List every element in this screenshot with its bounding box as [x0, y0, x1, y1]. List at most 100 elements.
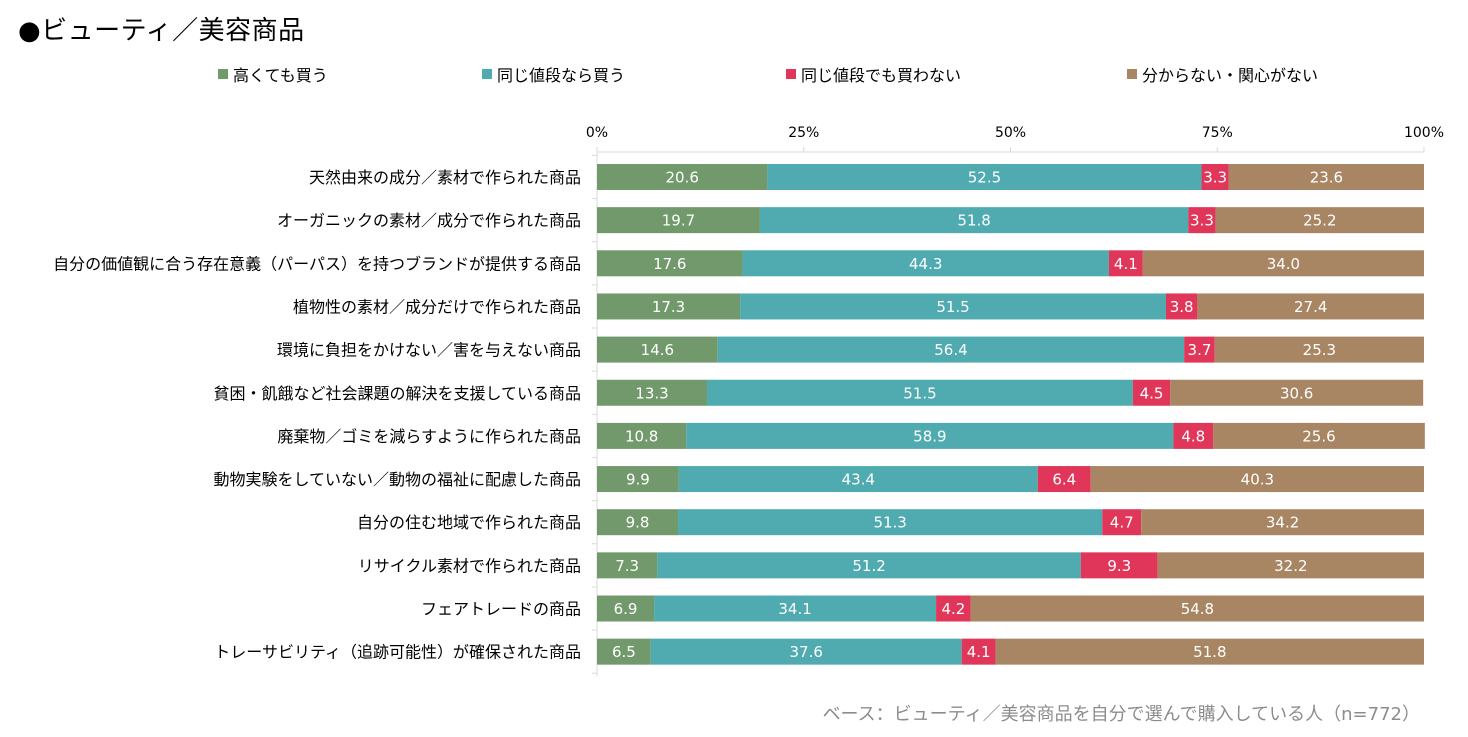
bar-segment: [657, 552, 1081, 579]
bar-segment: [1197, 293, 1424, 320]
data-label: 13.3: [635, 384, 668, 402]
bar-segment: [1165, 293, 1198, 320]
bar-segment: [597, 250, 743, 277]
bar-segment: [970, 595, 1424, 622]
bar-segment: [678, 509, 1103, 536]
bar-segment: [1228, 164, 1424, 190]
data-label: 25.2: [1303, 212, 1336, 230]
bar-segment: [1141, 509, 1424, 536]
data-label: 4.5: [1140, 384, 1164, 402]
legend-swatch: [786, 69, 796, 79]
data-label: 34.1: [778, 600, 811, 618]
data-label: 10.8: [625, 427, 658, 445]
data-label: 54.8: [1181, 600, 1214, 618]
bar-segment: [597, 552, 658, 579]
data-label: 4.7: [1110, 514, 1134, 532]
x-tick-label: 75%: [1202, 125, 1233, 141]
bar-segment: [597, 379, 707, 406]
bar-segment: [1037, 466, 1091, 493]
data-label: 3.3: [1190, 212, 1214, 230]
legend-item: 高くても買う: [218, 62, 328, 86]
bar-segment: [597, 638, 651, 665]
bar-segment: [597, 164, 768, 190]
chart-legend: 高くても買う 同じ値段なら買う 同じ値段でも買わない 分からない・関心がない: [0, 62, 1468, 86]
bar-segment: [597, 466, 679, 493]
data-label: 51.2: [852, 557, 885, 575]
data-label: 34.0: [1267, 255, 1300, 273]
data-label: 14.6: [641, 341, 674, 359]
bar-segment: [1157, 552, 1424, 579]
data-label: 4.8: [1181, 427, 1205, 445]
legend-item: 分からない・関心がない: [1127, 62, 1318, 86]
data-label: 9.8: [626, 514, 650, 532]
bar-segment: [1184, 336, 1215, 363]
bar-segment: [686, 422, 1174, 449]
x-tick-label: 100%: [1404, 125, 1444, 141]
bar-segment: [654, 595, 937, 622]
bar-segment: [1214, 336, 1424, 363]
bar-segment: [1215, 207, 1424, 234]
data-label: 43.4: [842, 471, 875, 489]
x-tick-label: 50%: [995, 125, 1026, 141]
data-label: 30.6: [1280, 384, 1313, 402]
bar-segment: [1170, 379, 1424, 406]
data-label: 37.6: [790, 643, 823, 661]
bar-segment: [995, 638, 1424, 665]
x-tick-label: 0%: [586, 125, 608, 141]
bar-segment: [597, 595, 655, 622]
bar-segment: [936, 595, 971, 622]
bar-segment: [767, 164, 1202, 190]
data-label: 9.9: [626, 471, 650, 489]
category-label: リサイクル素材で作られた商品: [358, 556, 581, 575]
data-label: 40.3: [1241, 471, 1274, 489]
bar-segment: [1213, 422, 1425, 449]
bar-segment: [650, 638, 962, 665]
bar-segment: [742, 250, 1109, 277]
data-label: 25.3: [1303, 341, 1336, 359]
category-label: オーガニックの素材／成分で作られた商品: [277, 211, 581, 230]
legend-item: 同じ値段なら買う: [482, 62, 625, 86]
data-label: 3.3: [1203, 169, 1227, 187]
data-label: 6.9: [614, 600, 638, 618]
legend-label: 分からない・関心がない: [1142, 66, 1319, 85]
bar-segment: [678, 466, 1038, 493]
bar-segment: [597, 293, 741, 320]
data-label: 51.8: [1193, 643, 1226, 661]
data-label: 51.8: [957, 212, 990, 230]
bar-segment: [597, 509, 679, 536]
bar-segment: [1188, 207, 1216, 234]
bar-segment: [706, 379, 1133, 406]
category-label: 動物実験をしていない／動物の福祉に配慮した商品: [213, 470, 581, 489]
bar-segment: [1108, 250, 1143, 277]
data-label: 52.5: [968, 169, 1001, 187]
data-label: 17.6: [653, 255, 686, 273]
bar-segment: [740, 293, 1166, 320]
data-label: 20.6: [665, 169, 698, 187]
category-label: 環境に負担をかけない／害を与えない商品: [277, 341, 581, 360]
bar-segment: [1142, 250, 1424, 277]
data-label: 44.3: [909, 255, 942, 273]
bar-segment: [597, 422, 687, 449]
data-label: 58.9: [913, 427, 946, 445]
bar-segment: [597, 207, 760, 234]
legend-label: 同じ値段でも買わない: [801, 66, 962, 85]
category-label: 廃棄物／ゴミを減らすように作られた商品: [277, 427, 581, 446]
category-label: 植物性の素材／成分だけで作られた商品: [293, 297, 581, 316]
category-label: 天然由来の成分／素材で作られた商品: [309, 168, 581, 187]
data-label: 27.4: [1294, 298, 1327, 316]
data-label: 25.6: [1302, 427, 1335, 445]
data-label: 51.3: [873, 514, 906, 532]
bar-segment: [1102, 509, 1142, 536]
data-label: 4.1: [1114, 255, 1138, 273]
data-label: 34.2: [1266, 514, 1299, 532]
bar-segment: [1090, 466, 1424, 493]
data-label: 19.7: [662, 212, 695, 230]
bar-segment: [1132, 379, 1171, 406]
data-label: 7.3: [615, 557, 639, 575]
data-label: 23.6: [1310, 169, 1343, 187]
data-label: 32.2: [1274, 557, 1307, 575]
data-label: 4.1: [967, 643, 991, 661]
data-label: 3.8: [1170, 298, 1194, 316]
bar-segment: [1201, 164, 1229, 190]
